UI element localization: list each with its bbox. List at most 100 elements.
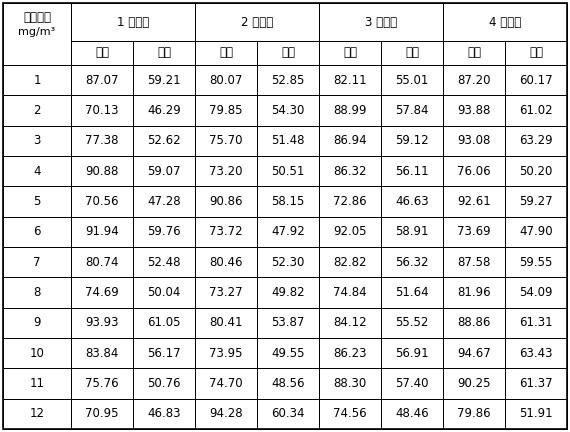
Bar <box>257 308 319 338</box>
Bar <box>195 217 257 247</box>
Text: 86.94: 86.94 <box>333 134 367 147</box>
Text: 46.83: 46.83 <box>147 407 181 420</box>
Text: 87.58: 87.58 <box>457 256 491 269</box>
Bar <box>505 277 567 308</box>
Text: 80.46: 80.46 <box>209 256 243 269</box>
Bar <box>505 338 567 368</box>
Text: 93.93: 93.93 <box>86 316 119 329</box>
Text: 90.88: 90.88 <box>86 165 119 178</box>
Bar <box>443 95 505 126</box>
Text: 60.17: 60.17 <box>519 74 553 87</box>
Text: 2 号锅炉: 2 号锅炉 <box>241 16 273 29</box>
Text: 83.84: 83.84 <box>86 346 119 360</box>
Text: mg/m³: mg/m³ <box>18 28 56 38</box>
Text: 47.28: 47.28 <box>147 195 181 208</box>
Text: 87.07: 87.07 <box>86 74 119 87</box>
Bar <box>319 308 381 338</box>
Text: 86.32: 86.32 <box>333 165 367 178</box>
Bar <box>319 126 381 156</box>
Bar <box>381 277 443 308</box>
Bar <box>133 368 195 399</box>
Bar <box>195 156 257 186</box>
Bar <box>3 308 71 338</box>
Text: 74.84: 74.84 <box>333 286 367 299</box>
Text: 52.30: 52.30 <box>271 256 305 269</box>
Text: 73.69: 73.69 <box>457 226 491 238</box>
Text: 54.09: 54.09 <box>519 286 553 299</box>
Bar <box>133 338 195 368</box>
Text: 61.31: 61.31 <box>519 316 553 329</box>
Text: 试样: 试样 <box>157 47 171 60</box>
Text: 51.64: 51.64 <box>395 286 429 299</box>
Bar <box>319 3 443 41</box>
Bar <box>3 368 71 399</box>
Bar <box>443 277 505 308</box>
Bar <box>133 41 195 65</box>
Text: 3 号锅炉: 3 号锅炉 <box>365 16 397 29</box>
Text: 75.70: 75.70 <box>209 134 243 147</box>
Text: 试样: 试样 <box>529 47 543 60</box>
Text: 49.55: 49.55 <box>271 346 305 360</box>
Bar <box>257 217 319 247</box>
Bar <box>257 95 319 126</box>
Bar <box>195 95 257 126</box>
Text: 50.51: 50.51 <box>271 165 305 178</box>
Text: 77.38: 77.38 <box>86 134 119 147</box>
Bar <box>443 41 505 65</box>
Bar <box>505 156 567 186</box>
Bar <box>195 3 319 41</box>
Text: 75.76: 75.76 <box>85 377 119 390</box>
Text: 73.95: 73.95 <box>209 346 243 360</box>
Text: 90.86: 90.86 <box>209 195 243 208</box>
Text: 57.84: 57.84 <box>395 104 429 117</box>
Bar <box>505 95 567 126</box>
Bar <box>319 338 381 368</box>
Bar <box>71 277 133 308</box>
Bar <box>443 338 505 368</box>
Bar <box>195 65 257 95</box>
Bar <box>319 368 381 399</box>
Bar <box>3 399 71 429</box>
Bar <box>133 308 195 338</box>
Text: 4: 4 <box>33 165 40 178</box>
Bar <box>505 399 567 429</box>
Bar <box>257 277 319 308</box>
Bar <box>133 95 195 126</box>
Text: 93.88: 93.88 <box>457 104 491 117</box>
Text: 61.37: 61.37 <box>519 377 553 390</box>
Bar <box>443 308 505 338</box>
Text: 88.30: 88.30 <box>333 377 367 390</box>
Text: 46.63: 46.63 <box>395 195 429 208</box>
Bar <box>71 368 133 399</box>
Bar <box>381 41 443 65</box>
Text: 82.11: 82.11 <box>333 74 367 87</box>
Bar <box>505 217 567 247</box>
Text: 59.27: 59.27 <box>519 195 553 208</box>
Bar <box>381 217 443 247</box>
Text: 50.04: 50.04 <box>147 286 181 299</box>
Text: 56.91: 56.91 <box>395 346 429 360</box>
Bar <box>3 247 71 277</box>
Bar <box>381 338 443 368</box>
Text: 59.21: 59.21 <box>147 74 181 87</box>
Text: 52.85: 52.85 <box>271 74 305 87</box>
Text: 73.20: 73.20 <box>209 165 243 178</box>
Text: 46.29: 46.29 <box>147 104 181 117</box>
Bar <box>381 399 443 429</box>
Bar <box>257 368 319 399</box>
Bar <box>71 3 195 41</box>
Bar <box>443 186 505 217</box>
Bar <box>195 126 257 156</box>
Text: 56.17: 56.17 <box>147 346 181 360</box>
Text: 74.56: 74.56 <box>333 407 367 420</box>
Text: 72.86: 72.86 <box>333 195 367 208</box>
Text: 80.74: 80.74 <box>86 256 119 269</box>
Bar <box>133 186 195 217</box>
Bar <box>505 247 567 277</box>
Bar <box>381 247 443 277</box>
Bar <box>381 126 443 156</box>
Bar <box>195 308 257 338</box>
Text: 11: 11 <box>30 377 44 390</box>
Bar <box>133 217 195 247</box>
Bar <box>195 277 257 308</box>
